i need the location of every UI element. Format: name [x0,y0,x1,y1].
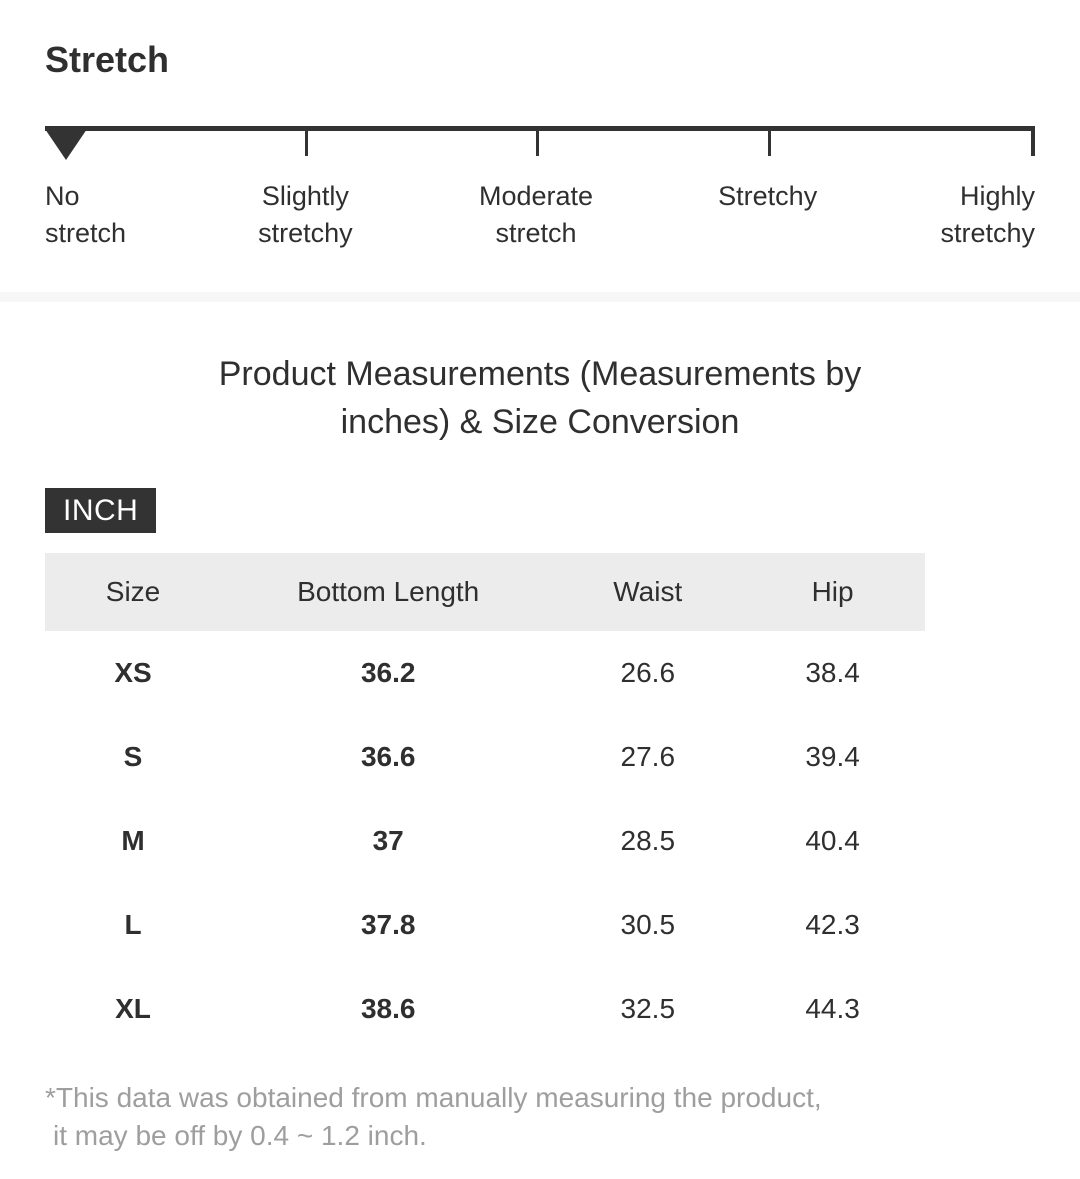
size-row-xs: XS 36.2 26.6 38.4 [45,631,925,715]
cell-bottom-length: 38.6 [360,993,416,1024]
cell-bottom-length: 36.6 [360,741,416,772]
scale-tick [305,126,309,156]
stretch-scale-labels: No stretch Slightly stretchy Moderate st… [45,178,1035,254]
size-row-xl: XL 38.6 32.5 44.3 [45,967,925,1051]
unit-badge-inch: INCH [45,488,157,533]
stretch-level-slightly-stretchy: Slightly stretchy [258,181,353,248]
column-header-size: Size [45,553,221,631]
column-header-hip: Hip [740,553,925,631]
scale-tick [767,126,771,156]
measurement-disclaimer: *This data was obtained from manually me… [45,1079,1035,1155]
cell-hip: 39.4 [805,741,860,772]
size-table-header-row: Size Bottom Length Waist Hip [45,553,925,631]
stretch-section: Stretch No stretch Slightly stretchy Mod… [45,38,1035,254]
cell-size: S [123,741,143,772]
stretch-title: Stretch [45,39,170,80]
measurements-title: Product Measurements (Measurements by inc… [45,350,1035,446]
cell-size: L [124,909,142,940]
size-row-m: M 37 28.5 40.4 [45,799,925,883]
cell-waist: 32.5 [620,993,676,1024]
cell-waist: 30.5 [620,909,676,940]
column-header-bottom-length: Bottom Length [221,553,556,631]
stretch-level-no-stretch: No stretch [45,181,127,248]
size-row-s: S 36.6 27.6 39.4 [45,715,925,799]
cell-size: XS [114,657,152,688]
cell-waist: 26.6 [620,657,676,688]
column-header-waist: Waist [555,553,741,631]
triangle-marker-icon [45,129,87,160]
measurements-title-line2: inches) & Size Conversion [340,403,740,441]
scale-tick-end [1031,126,1035,156]
product-info-panel: Stretch No stretch Slightly stretchy Mod… [0,38,1080,1155]
cell-bottom-length: 37.8 [360,909,416,940]
cell-hip: 44.3 [805,993,860,1024]
cell-size: M [121,825,145,856]
stretch-level-highly-stretchy: Highly stretchy [940,181,1035,248]
size-table: Size Bottom Length Waist Hip XS 36.2 26.… [45,553,925,1051]
stretch-level-moderate-stretch: Moderate stretch [478,181,594,248]
stretch-level-stretchy: Stretchy [718,181,818,211]
measurements-section: Product Measurements (Measurements by inc… [45,350,1035,1155]
stretch-scale [45,126,1035,160]
cell-waist: 27.6 [620,741,676,772]
disclaimer-line1: *This data was obtained from manually me… [45,1082,822,1113]
cell-bottom-length: 36.2 [360,657,416,688]
section-divider [0,292,1080,302]
cell-hip: 42.3 [805,909,860,940]
stretch-scale-line [45,126,1035,131]
scale-tick [536,126,540,156]
size-row-l: L 37.8 30.5 42.3 [45,883,925,967]
cell-size: XL [115,993,151,1024]
cell-hip: 38.4 [805,657,860,688]
cell-hip: 40.4 [805,825,860,856]
cell-waist: 28.5 [620,825,676,856]
cell-bottom-length: 37 [372,825,404,856]
disclaimer-line2: it may be off by 0.4 ~ 1.2 inch. [53,1120,427,1151]
measurements-title-line1: Product Measurements (Measurements by [218,355,862,393]
